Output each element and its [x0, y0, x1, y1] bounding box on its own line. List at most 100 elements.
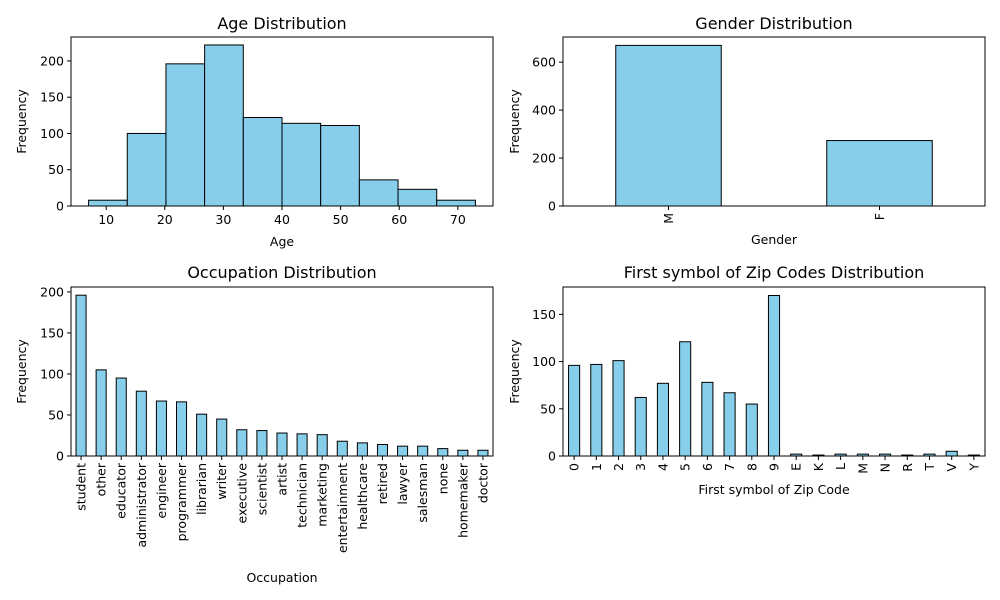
y-tick-label: 0 — [56, 449, 64, 464]
x-tick-label: programmer — [174, 462, 189, 541]
bar — [236, 429, 248, 457]
y-tick-label: 150 — [40, 90, 64, 105]
x-tick-label: 0 — [567, 463, 582, 471]
x-axis-label: Age — [270, 234, 294, 249]
x-tick-label: 6 — [700, 463, 715, 471]
y-tick-label: 50 — [48, 407, 64, 422]
y-tick-label: 150 — [40, 325, 64, 340]
x-axis-label: First symbol of Zip Code — [698, 482, 850, 497]
x-tick-label: technician — [295, 463, 310, 528]
bar — [256, 430, 268, 457]
bar — [477, 449, 489, 457]
x-tick-label: T — [922, 463, 937, 472]
x-tick-label: student — [74, 463, 89, 511]
bar — [457, 449, 469, 457]
bar — [176, 401, 188, 457]
bar — [196, 413, 208, 457]
x-tick-label: administrator — [134, 462, 149, 547]
x-tick-label: healthcare — [355, 463, 370, 530]
x-tick-label: E — [789, 463, 804, 471]
x-tick-label: K — [811, 462, 826, 471]
bar — [336, 440, 348, 457]
y-axis-label: Frequency — [507, 339, 522, 404]
axes-frame — [562, 36, 986, 207]
chart-title: First symbol of Zip Codes Distribution — [624, 263, 925, 282]
x-tick-label: V — [944, 463, 959, 472]
x-tick-label: 1 — [589, 463, 604, 471]
bar — [242, 117, 283, 207]
chart-panel-2: 0 200 400 600 M F Gender Distribution Gender Fre… — [507, 14, 986, 247]
bar — [204, 44, 244, 207]
y-tick-label: 200 — [40, 284, 64, 299]
x-tick-label: 50 — [333, 212, 349, 227]
x-tick-label: 60 — [391, 212, 407, 227]
x-axis-label: Gender — [751, 232, 798, 247]
x-axis-label: Occupation — [246, 570, 317, 585]
bar — [701, 381, 714, 457]
bars — [75, 294, 489, 457]
x-tick-label: 7 — [722, 463, 737, 471]
x-tick-label: salesman — [415, 463, 430, 523]
bar — [296, 433, 308, 457]
bar — [356, 442, 368, 457]
bar — [437, 448, 449, 457]
bar — [436, 199, 476, 207]
bar — [634, 396, 647, 457]
bar — [316, 434, 328, 457]
bars — [88, 44, 476, 207]
bar — [745, 403, 758, 457]
x-tick-label: 2 — [611, 463, 626, 471]
bar — [397, 445, 409, 457]
x-tick-label: other — [94, 462, 109, 496]
bar — [276, 432, 288, 457]
bar — [568, 364, 581, 457]
chart-panel-1: 0 50 100 150 200 10 20 30 40 50 60 70 Age Distributi… — [14, 14, 494, 249]
chart-title: Age Distribution — [217, 14, 346, 33]
bar — [320, 124, 360, 207]
bar — [95, 369, 107, 457]
bar — [397, 188, 438, 207]
bar — [115, 377, 127, 457]
y-axis-label: Frequency — [507, 89, 522, 154]
x-tick-label: librarian — [194, 463, 209, 515]
y-tick-label: 50 — [540, 401, 556, 416]
bar — [723, 392, 736, 457]
x-tick-label: 20 — [157, 212, 173, 227]
bar — [376, 444, 389, 457]
y-tick-label: 0 — [548, 199, 556, 214]
x-tick-label: 70 — [450, 212, 466, 227]
x-tick-label: 3 — [633, 463, 648, 471]
bar — [155, 400, 167, 457]
chart-title: Occupation Distribution — [187, 263, 376, 282]
bar — [165, 63, 206, 207]
x-tick-label: engineer — [154, 462, 169, 518]
bar — [679, 341, 692, 457]
bar — [281, 122, 322, 207]
x-tick-label: M — [661, 213, 676, 224]
x-tick-label: Y — [966, 463, 981, 472]
bar — [590, 363, 603, 457]
x-tick-label: 10 — [98, 212, 114, 227]
x-tick-label: none — [435, 463, 450, 494]
bar — [135, 390, 147, 457]
y-tick-label: 200 — [532, 151, 556, 166]
bar — [945, 450, 958, 457]
x-tick-label: R — [900, 463, 915, 472]
x-tick-label: 9 — [767, 463, 782, 471]
x-tick-label: educator — [114, 462, 129, 519]
x-tick-label: marketing — [315, 463, 330, 527]
y-tick-label: 100 — [532, 354, 556, 369]
bar — [656, 382, 669, 457]
x-tick-label: 30 — [215, 212, 231, 227]
x-tick-label: 8 — [744, 463, 759, 471]
bar — [767, 294, 781, 457]
chart-title: Gender Distribution — [695, 14, 852, 33]
y-tick-label: 100 — [40, 366, 64, 381]
y-tick-label: 150 — [532, 307, 556, 322]
bars — [568, 294, 980, 457]
x-tick-label: executive — [234, 463, 249, 524]
x-tick-label: artist — [275, 463, 290, 496]
bars — [615, 44, 933, 207]
